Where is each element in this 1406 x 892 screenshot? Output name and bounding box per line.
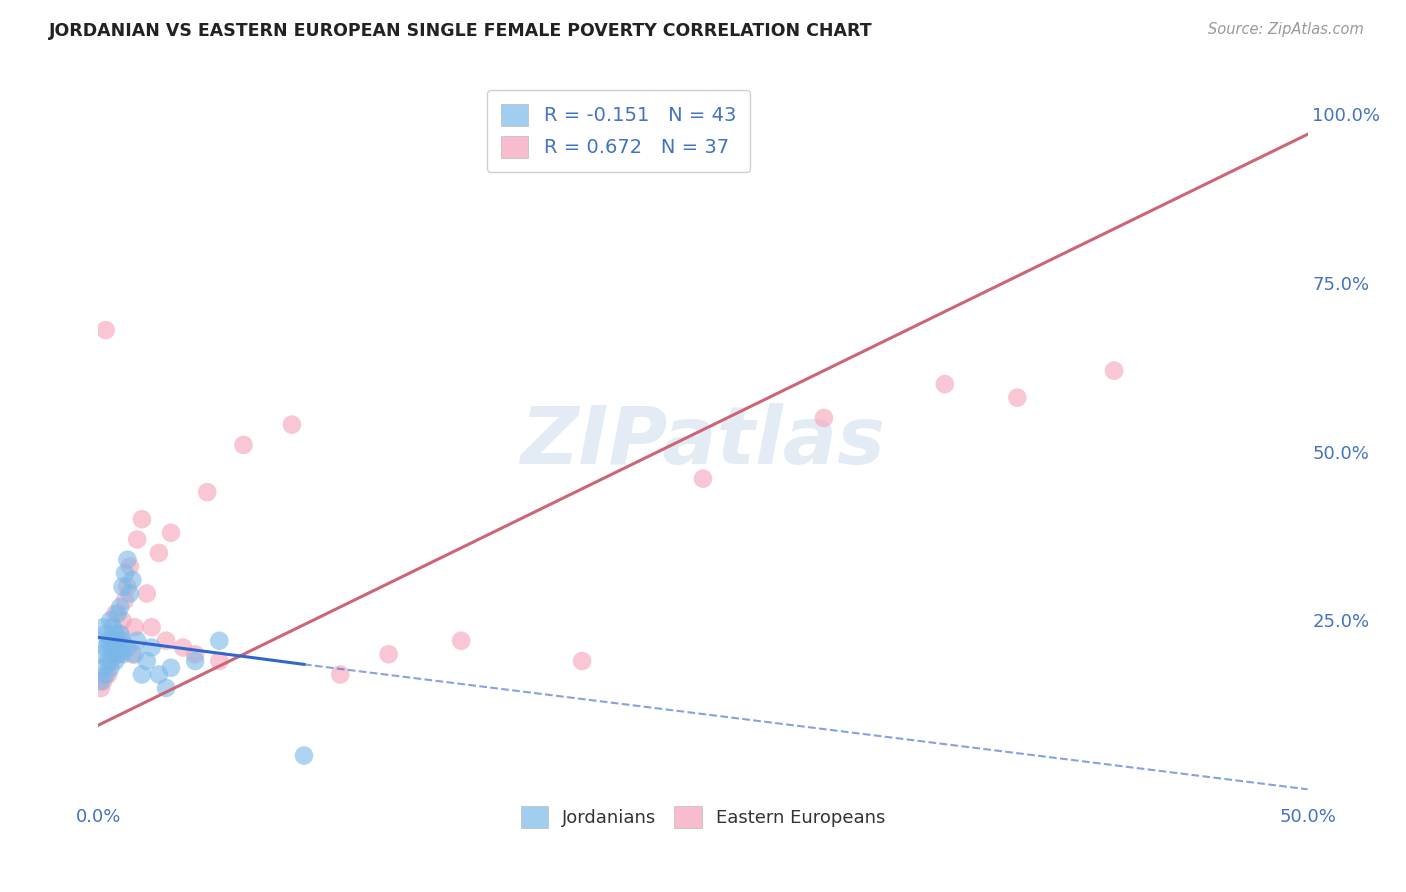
Point bbox=[281, 417, 304, 432]
Point bbox=[184, 654, 207, 668]
Point bbox=[107, 647, 129, 661]
Point bbox=[111, 614, 134, 628]
Point bbox=[97, 654, 120, 668]
Legend: Jordanians, Eastern Europeans: Jordanians, Eastern Europeans bbox=[512, 797, 894, 837]
Point bbox=[148, 667, 170, 681]
Point bbox=[934, 377, 956, 392]
Point bbox=[111, 647, 134, 661]
Point bbox=[1102, 364, 1125, 378]
Point bbox=[124, 620, 146, 634]
Point bbox=[101, 633, 124, 648]
Point bbox=[121, 647, 143, 661]
Point bbox=[101, 633, 124, 648]
Point bbox=[131, 667, 153, 681]
Point bbox=[97, 667, 120, 681]
Point bbox=[232, 438, 254, 452]
Point bbox=[90, 674, 112, 689]
Point bbox=[148, 546, 170, 560]
Point bbox=[94, 640, 117, 655]
Point bbox=[104, 654, 127, 668]
Point bbox=[91, 620, 114, 634]
Point bbox=[195, 485, 218, 500]
Point bbox=[172, 640, 194, 655]
Point bbox=[91, 661, 114, 675]
Point bbox=[100, 654, 122, 668]
Point bbox=[118, 586, 141, 600]
Point bbox=[135, 654, 157, 668]
Point bbox=[107, 607, 129, 621]
Point bbox=[117, 640, 139, 655]
Point bbox=[108, 599, 131, 614]
Point bbox=[108, 627, 131, 641]
Point bbox=[104, 607, 127, 621]
Point bbox=[107, 647, 129, 661]
Point bbox=[329, 667, 352, 681]
Point bbox=[108, 627, 131, 641]
Point bbox=[292, 748, 315, 763]
Point bbox=[90, 681, 112, 695]
Point bbox=[94, 667, 117, 681]
Point bbox=[208, 654, 231, 668]
Point bbox=[141, 640, 163, 655]
Point bbox=[111, 633, 134, 648]
Text: ZIPatlas: ZIPatlas bbox=[520, 402, 886, 481]
Point bbox=[94, 627, 117, 641]
Point bbox=[117, 552, 139, 566]
Point bbox=[155, 633, 177, 648]
Point bbox=[114, 566, 136, 581]
Point bbox=[121, 573, 143, 587]
Point bbox=[100, 640, 122, 655]
Point bbox=[100, 614, 122, 628]
Point bbox=[107, 633, 129, 648]
Point bbox=[160, 661, 183, 675]
Point bbox=[104, 640, 127, 655]
Point bbox=[127, 533, 149, 547]
Point bbox=[108, 640, 131, 655]
Point bbox=[117, 580, 139, 594]
Point bbox=[104, 627, 127, 641]
Point bbox=[91, 674, 114, 689]
Point bbox=[692, 472, 714, 486]
Point bbox=[97, 633, 120, 648]
Text: JORDANIAN VS EASTERN EUROPEAN SINGLE FEMALE POVERTY CORRELATION CHART: JORDANIAN VS EASTERN EUROPEAN SINGLE FEM… bbox=[49, 22, 873, 40]
Point bbox=[155, 681, 177, 695]
Point bbox=[1007, 391, 1029, 405]
Point bbox=[135, 586, 157, 600]
Point bbox=[118, 559, 141, 574]
Point bbox=[90, 647, 112, 661]
Point bbox=[124, 647, 146, 661]
Point bbox=[101, 647, 124, 661]
Point bbox=[131, 512, 153, 526]
Point bbox=[377, 647, 399, 661]
Point bbox=[184, 647, 207, 661]
Point bbox=[813, 411, 835, 425]
Point bbox=[94, 323, 117, 337]
Point bbox=[101, 620, 124, 634]
Point bbox=[100, 661, 122, 675]
Point bbox=[571, 654, 593, 668]
Point bbox=[160, 525, 183, 540]
Point bbox=[208, 633, 231, 648]
Point bbox=[141, 620, 163, 634]
Point bbox=[127, 633, 149, 648]
Text: Source: ZipAtlas.com: Source: ZipAtlas.com bbox=[1208, 22, 1364, 37]
Point bbox=[114, 593, 136, 607]
Point bbox=[111, 580, 134, 594]
Point bbox=[450, 633, 472, 648]
